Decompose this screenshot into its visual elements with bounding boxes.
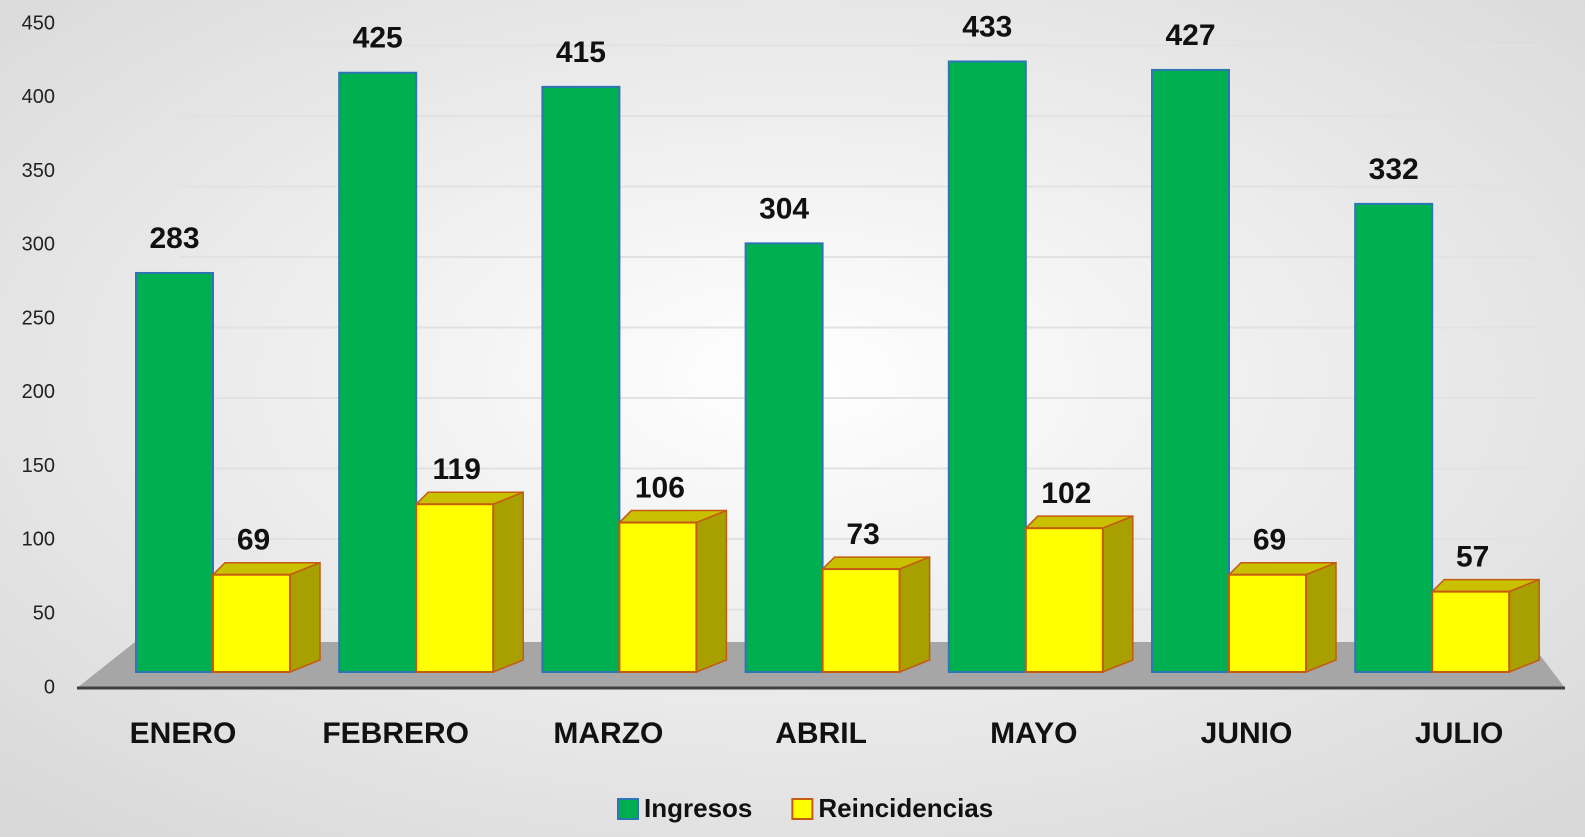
x-tick-label: ENERO bbox=[130, 717, 237, 750]
bar-side bbox=[1305, 561, 1337, 674]
value-label: 106 bbox=[635, 471, 685, 504]
value-label: 332 bbox=[1369, 153, 1419, 186]
bar bbox=[1354, 202, 1434, 673]
bar-side bbox=[1102, 515, 1134, 674]
bar bbox=[1024, 527, 1104, 673]
y-tick-label: 0 bbox=[44, 676, 55, 698]
legend-swatch bbox=[617, 798, 639, 820]
y-tick-label: 250 bbox=[22, 307, 55, 329]
bar bbox=[212, 573, 291, 674]
x-tick-label: MARZO bbox=[553, 717, 663, 750]
legend-swatch bbox=[791, 798, 814, 820]
y-tick-label: 50 bbox=[33, 603, 55, 625]
bar-side bbox=[492, 491, 524, 674]
value-label: 73 bbox=[846, 518, 879, 551]
value-label: 415 bbox=[556, 36, 606, 69]
x-tick-label: JUNIO bbox=[1201, 717, 1293, 750]
x-tick-label: JULIO bbox=[1415, 717, 1503, 750]
value-label: 119 bbox=[432, 453, 480, 486]
bar bbox=[415, 503, 495, 673]
value-label: 283 bbox=[149, 222, 199, 255]
value-label: 425 bbox=[353, 22, 403, 55]
bar-side bbox=[289, 561, 321, 674]
value-label: 69 bbox=[237, 524, 270, 557]
bar bbox=[541, 85, 621, 674]
bar bbox=[1431, 590, 1511, 674]
bar bbox=[744, 242, 824, 674]
bar-side bbox=[1508, 578, 1540, 674]
y-tick-label: 200 bbox=[22, 381, 55, 403]
y-tick-label: 450 bbox=[22, 12, 55, 34]
y-tick-label: 350 bbox=[22, 160, 55, 182]
bar bbox=[821, 568, 901, 674]
y-tick-label: 400 bbox=[22, 86, 55, 108]
bar bbox=[947, 60, 1027, 674]
bar-side bbox=[695, 509, 728, 674]
x-tick-label: ABRIL bbox=[775, 717, 867, 750]
value-label: 433 bbox=[962, 10, 1012, 43]
value-label: 102 bbox=[1041, 477, 1091, 510]
x-tick-label: MAYO bbox=[990, 717, 1077, 750]
bar bbox=[1228, 573, 1307, 674]
y-tick-label: 100 bbox=[22, 529, 55, 551]
bar bbox=[135, 271, 214, 673]
legend-label: Ingresos bbox=[644, 793, 752, 823]
bar bbox=[618, 521, 698, 673]
bar bbox=[1151, 68, 1230, 674]
y-tick-label: 150 bbox=[22, 455, 55, 477]
y-tick-label: 300 bbox=[22, 234, 55, 256]
value-label: 69 bbox=[1253, 524, 1286, 557]
bar bbox=[338, 71, 418, 673]
x-tick-label: FEBRERO bbox=[322, 717, 469, 750]
value-label: 304 bbox=[759, 192, 809, 225]
bar-side bbox=[898, 555, 931, 674]
legend-label: Reincidencias bbox=[818, 793, 993, 823]
value-label: 427 bbox=[1165, 19, 1215, 52]
value-label: 57 bbox=[1456, 541, 1489, 574]
